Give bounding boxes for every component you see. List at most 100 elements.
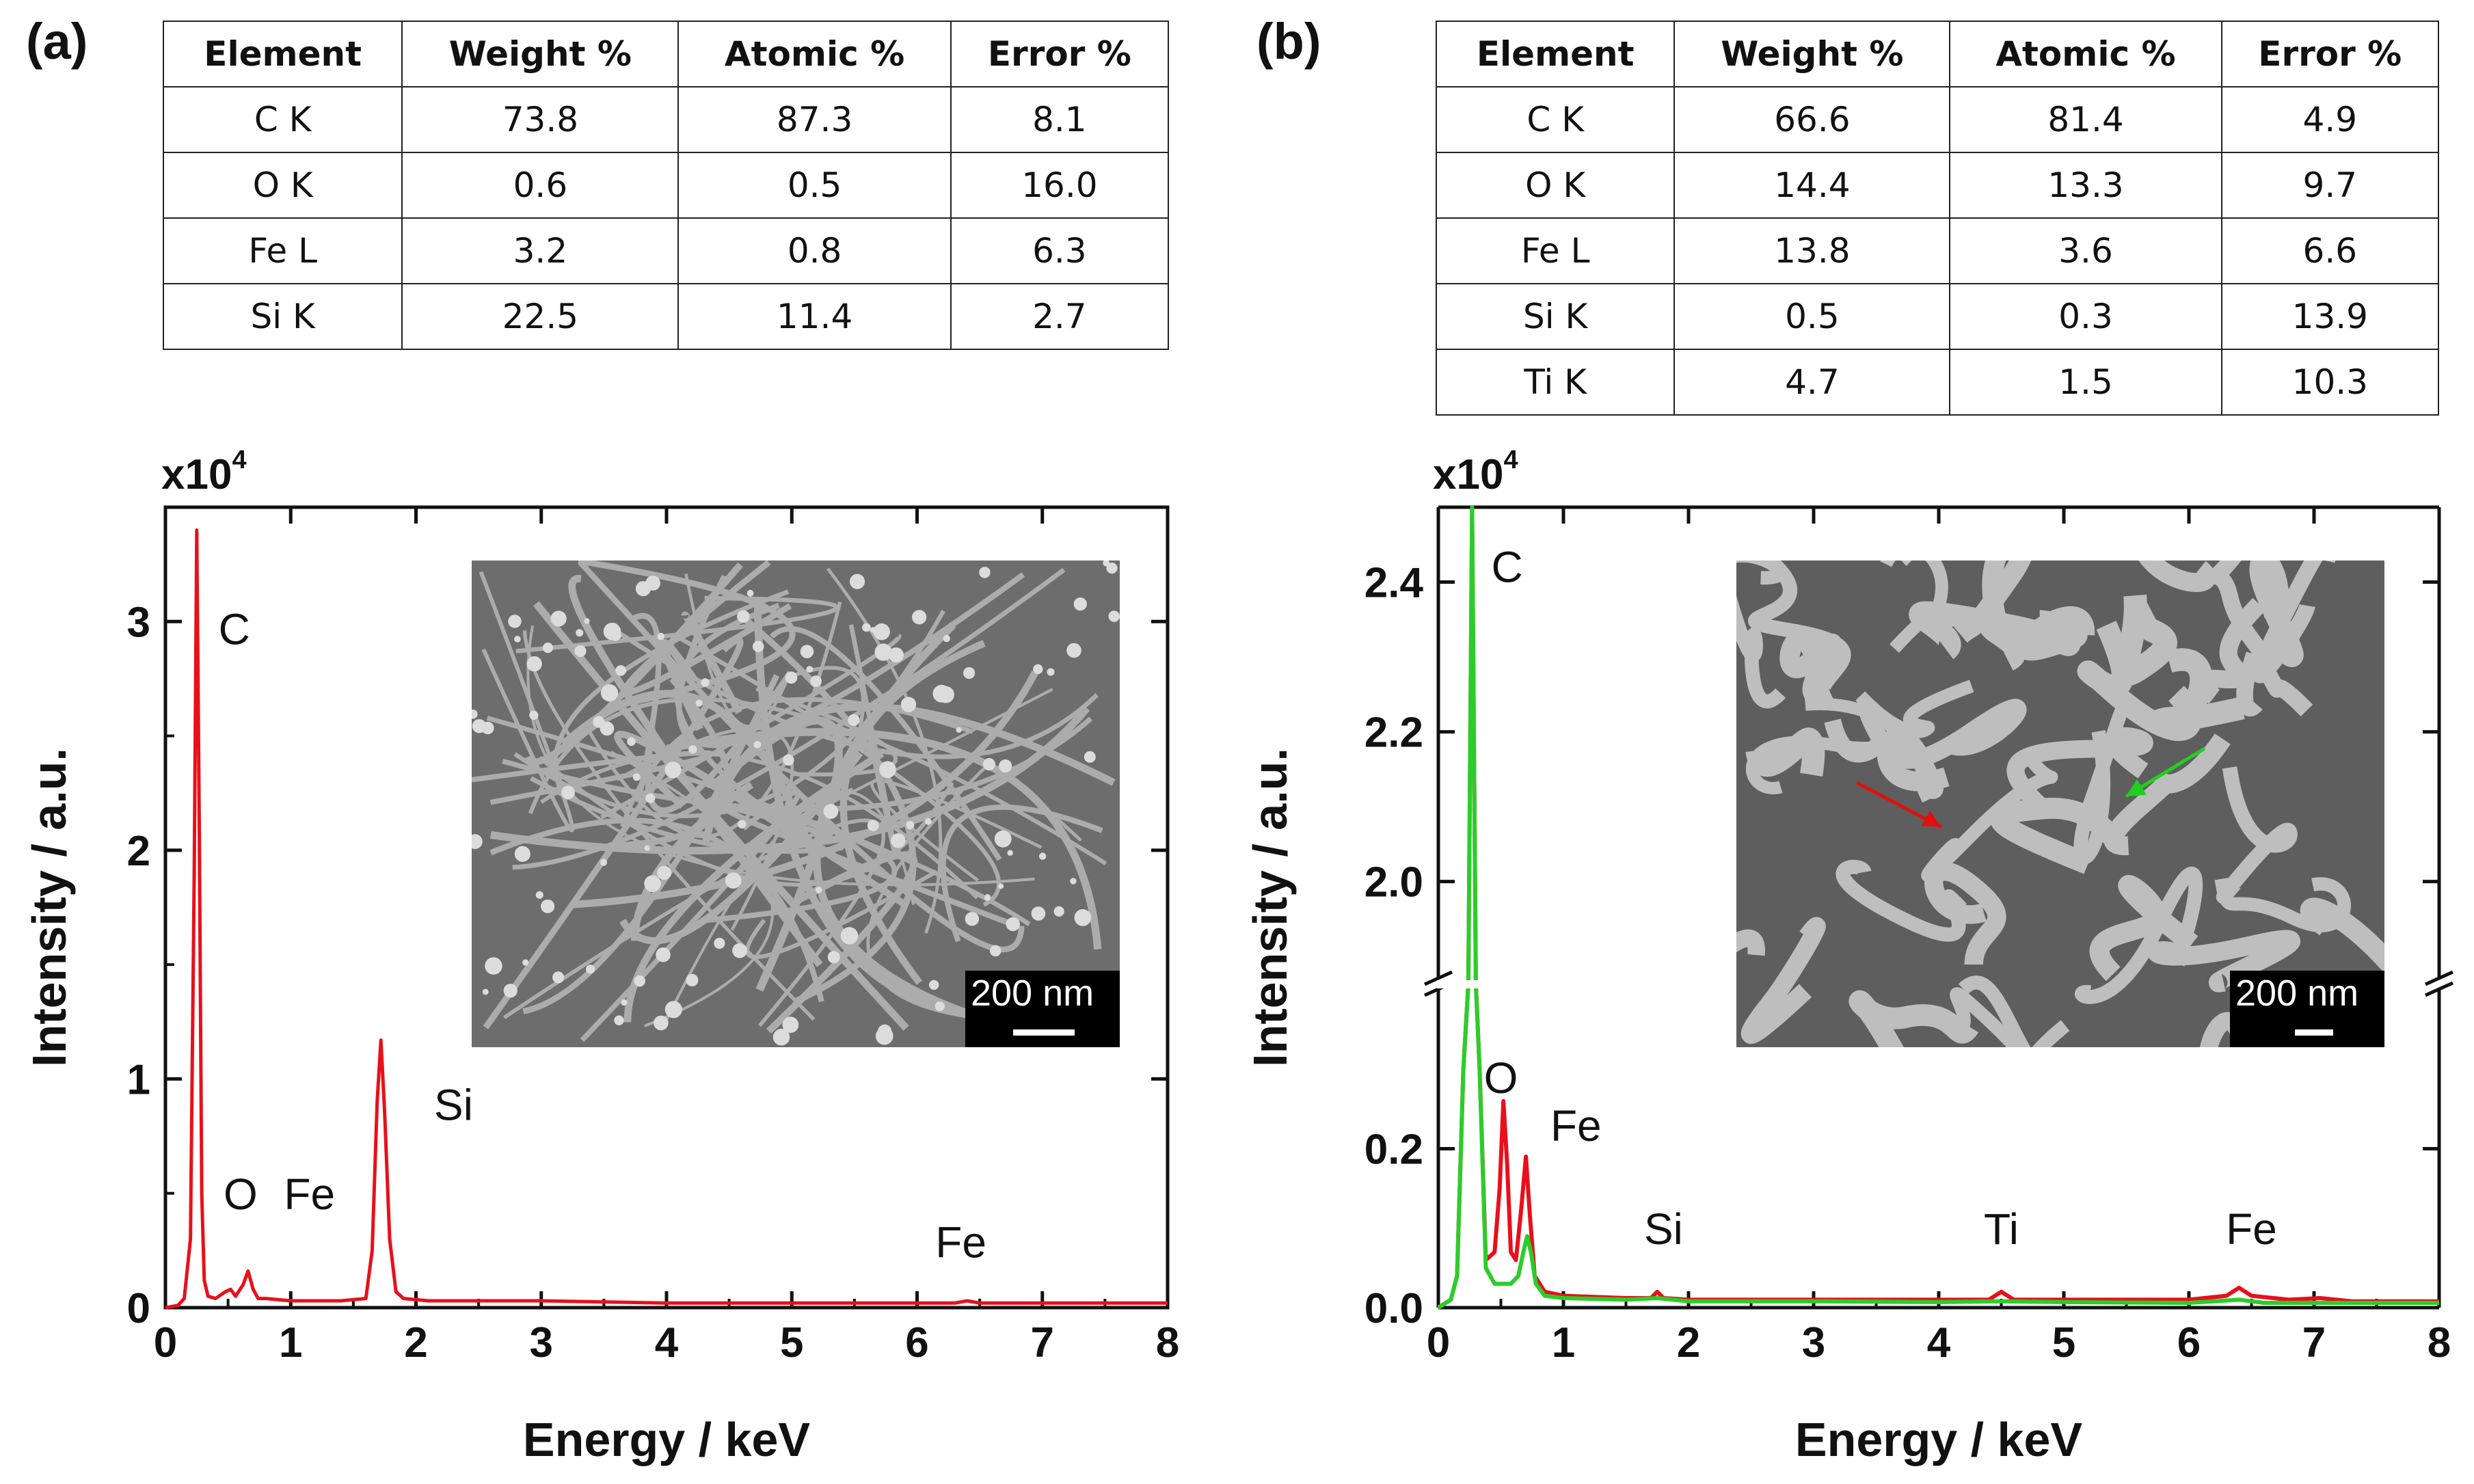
table-cell: 0.8 [677, 217, 952, 284]
nanoparticle [783, 754, 794, 766]
table-cell: Ti K [1435, 349, 1676, 416]
coiled-nanotube [1836, 859, 1967, 942]
table-header-cell: Atomic % [1949, 21, 2222, 87]
nanoparticle [627, 737, 636, 746]
x-axis-title-b: Energy / keV [1795, 1413, 2083, 1466]
nanoparticle [848, 714, 860, 727]
nanoparticle [634, 975, 646, 987]
nanoparticle [657, 632, 664, 640]
table-row: O K 14.4 13.3 9.7 [1435, 152, 2440, 219]
table-cell: 14.4 [1673, 152, 1951, 219]
nanoparticle [584, 618, 590, 624]
nanoparticle [849, 574, 865, 589]
nanoparticle [552, 971, 565, 984]
table-cell: 66.6 [1673, 86, 1951, 153]
table-cell: 13.8 [1673, 217, 1951, 284]
nanotube-fiber [479, 571, 575, 833]
nanoparticle [503, 984, 517, 998]
series-line-red-b [1437, 505, 2439, 1310]
table-cell: 3.6 [1949, 217, 2222, 284]
nanotube-fiber [629, 612, 662, 803]
table-cell: 10.3 [2220, 349, 2440, 416]
nanoparticle [645, 793, 656, 803]
table-cell: Fe L [1435, 217, 1676, 284]
nanoparticle [644, 845, 650, 851]
nanoparticle [576, 629, 584, 637]
nanotube-fiber [666, 728, 1102, 950]
coiled-nanotube [1958, 975, 2070, 1047]
nanoparticle [654, 1015, 669, 1031]
nanoparticle [873, 623, 890, 640]
nanoparticle [999, 759, 1012, 773]
table-row: Si K 22.5 11.4 2.7 [162, 283, 1170, 350]
table-header-cell: Atomic % [677, 21, 952, 87]
coiled-nanotube [1748, 561, 1851, 690]
table-header-cell: Error % [2220, 21, 2440, 87]
nanoparticle [965, 912, 980, 926]
nanoparticle [1084, 751, 1096, 763]
nanoparticle [514, 636, 521, 643]
coiled-nanotube [1736, 595, 1786, 709]
coiled-nanotube [1890, 561, 1948, 653]
table-cell: 13.9 [2220, 283, 2440, 350]
nanoparticle [737, 820, 747, 828]
peak-label-a: Si [434, 1081, 473, 1130]
nanoparticle [550, 610, 567, 627]
table-header-row: Element Weight % Atomic % Error % [1435, 21, 2440, 87]
coiled-nanotube [1736, 561, 1787, 585]
scale-bar-a-label: 200 nm [971, 973, 1094, 1014]
nanoparticle [586, 964, 595, 974]
coiled-nanotube [1921, 751, 2058, 882]
x-tick-label-a: 0 [154, 1319, 177, 1366]
coiled-nanotube [1948, 987, 2031, 1047]
nanoparticle [621, 999, 628, 1006]
panel-a-label: (a) [26, 13, 88, 70]
nanoparticle [529, 710, 539, 720]
peak-label-a: O [224, 1170, 258, 1219]
table-cell: C K [162, 86, 403, 153]
y-tick-label-lower-b: 0.2 [1364, 1127, 1423, 1174]
nanoparticle [877, 1024, 892, 1038]
coiled-nanotube [2090, 875, 2199, 982]
peak-label-b: O [1484, 1053, 1518, 1103]
nanoparticle [664, 1001, 682, 1018]
table-cell: 0.5 [1673, 283, 1951, 350]
nanoparticle [928, 980, 939, 990]
nanoparticle [1070, 878, 1077, 885]
scale-bar-a: 200 nm [965, 971, 1120, 1047]
table-cell: 73.8 [401, 86, 680, 153]
table-row: Si K 0.5 0.3 13.9 [1435, 283, 2440, 350]
nanoparticle [935, 1001, 945, 1012]
nanoparticle [737, 610, 750, 623]
nanoparticle [472, 834, 483, 850]
nanotube-fiber [623, 750, 885, 1023]
nanoparticle [879, 761, 896, 779]
nanoparticle [806, 666, 814, 673]
coiled-nanotube [2073, 697, 2160, 865]
x-tick-label-b: 4 [1927, 1319, 1951, 1366]
coiled-nanotube [2014, 606, 2095, 661]
table-row: Fe L 3.2 0.8 6.3 [162, 217, 1170, 284]
y-tick-label-a: 0 [127, 1285, 150, 1332]
nanoparticle [979, 567, 991, 578]
nanoparticle [593, 716, 605, 728]
x-tick-label-b: 5 [2052, 1319, 2075, 1366]
table-cell: O K [1435, 152, 1676, 219]
table-header-cell: Element [162, 21, 403, 87]
x-tick-label-a: 4 [655, 1319, 679, 1366]
nanoparticle [840, 927, 859, 945]
nanotube-fiber [483, 636, 744, 1029]
coiled-nanotube [2249, 561, 2304, 667]
table-cell: 8.1 [950, 86, 1170, 153]
coiled-nanotube [1886, 699, 2027, 769]
nanoparticle [1047, 668, 1055, 676]
table-header-cell: Weight % [1673, 21, 1951, 87]
x-tick-label-a: 2 [404, 1319, 427, 1366]
nanoparticle [1106, 562, 1118, 574]
peak-label-a: Fe [284, 1170, 335, 1219]
table-cell: 22.5 [401, 283, 680, 350]
nanoparticle [686, 973, 699, 987]
nanoparticle [984, 894, 991, 901]
sem-micrograph-a [472, 561, 1120, 1047]
